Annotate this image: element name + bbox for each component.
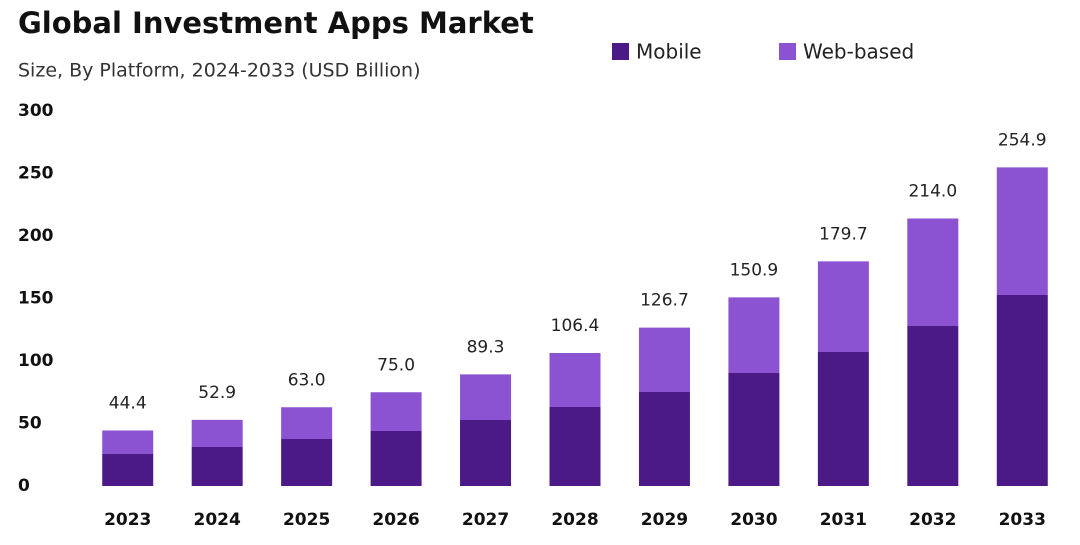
bar-segment <box>728 373 780 486</box>
bar-segment <box>460 374 512 420</box>
bar-segment <box>549 353 601 407</box>
total-label: 89.3 <box>467 337 505 357</box>
bar-segment <box>817 352 869 486</box>
x-tick-label: 2032 <box>909 510 956 530</box>
bar-segment <box>817 261 869 352</box>
bar-segment <box>460 420 512 486</box>
legend-label: Mobile <box>636 40 702 64</box>
total-label: 150.9 <box>730 260 779 280</box>
total-label: 254.9 <box>998 130 1047 150</box>
chart-title: Global Investment Apps Market <box>18 6 534 40</box>
y-tick-label: 0 <box>18 476 30 496</box>
x-tick-label: 2033 <box>999 510 1046 530</box>
y-tick-label: 50 <box>18 414 42 434</box>
bar-segment <box>370 431 422 486</box>
x-tick-label: 2028 <box>551 510 598 530</box>
total-label: 106.4 <box>551 316 600 336</box>
bar-segment <box>907 326 959 486</box>
bar-segment <box>281 439 333 486</box>
y-tick-label: 200 <box>18 226 54 246</box>
bar-segment <box>281 407 333 439</box>
y-tick-label: 300 <box>18 101 54 121</box>
x-tick-label: 2030 <box>730 510 777 530</box>
total-label: 126.7 <box>640 291 689 311</box>
bar-segment <box>191 419 243 447</box>
total-label: 63.0 <box>288 370 326 390</box>
bar-segment <box>638 392 690 486</box>
y-tick-label: 250 <box>18 164 54 184</box>
bar-segment <box>907 218 959 326</box>
total-label: 44.4 <box>109 394 147 414</box>
bar-segment <box>102 454 154 486</box>
x-tick-label: 2023 <box>104 510 151 530</box>
y-tick-label: 150 <box>18 289 54 309</box>
legend-swatch <box>779 43 796 60</box>
x-tick-label: 2024 <box>194 510 241 530</box>
legend-label: Web-based <box>803 40 914 64</box>
bar-segment <box>370 392 422 431</box>
x-tick-label: 2031 <box>820 510 867 530</box>
legend-swatch <box>612 43 629 60</box>
x-tick-label: 2027 <box>462 510 509 530</box>
bar-segment <box>638 327 690 392</box>
x-tick-label: 2026 <box>372 510 419 530</box>
x-tick-label: 2029 <box>641 510 688 530</box>
total-label: 52.9 <box>198 383 236 403</box>
bar-segment <box>549 407 601 486</box>
bar-segment <box>102 430 154 454</box>
bar-segment <box>996 167 1048 295</box>
x-tick-label: 2025 <box>283 510 330 530</box>
bar-segment <box>191 447 243 486</box>
total-label: 179.7 <box>819 224 868 244</box>
bar-segment <box>996 295 1048 486</box>
y-tick-label: 100 <box>18 351 54 371</box>
total-label: 214.0 <box>908 182 957 202</box>
bar-segment <box>728 297 780 373</box>
chart-subtitle: Size, By Platform, 2024-2033 (USD Billio… <box>18 60 421 82</box>
total-label: 75.0 <box>377 355 415 375</box>
